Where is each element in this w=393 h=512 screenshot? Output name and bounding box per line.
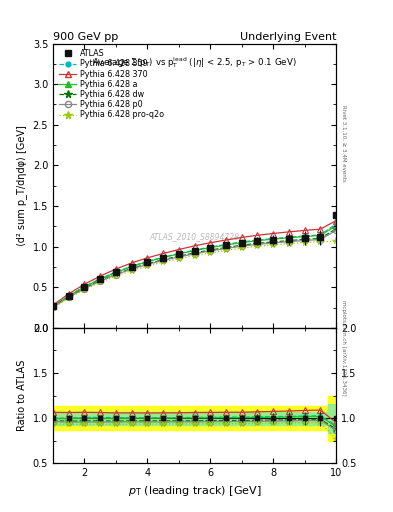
Text: Underlying Event: Underlying Event: [239, 32, 336, 42]
Text: Rivet 3.1.10, ≥ 3.4M events: Rivet 3.1.10, ≥ 3.4M events: [341, 105, 346, 182]
Text: Average $\Sigma$(p$_{\rm T}$) vs p$_{\rm T}^{\rm lead}$ (|$\eta$| < 2.5, p$_{\rm: Average $\Sigma$(p$_{\rm T}$) vs p$_{\rm…: [92, 55, 297, 70]
Y-axis label: ⟨d² sum p_T/dηdφ⟩ [GeV]: ⟨d² sum p_T/dηdφ⟩ [GeV]: [16, 125, 27, 246]
Text: mcplots.cern.ch [arXiv:1306.3436]: mcplots.cern.ch [arXiv:1306.3436]: [341, 301, 346, 396]
Text: 900 GeV pp: 900 GeV pp: [53, 32, 118, 42]
X-axis label: $p_{\rm T}$ (leading track) [GeV]: $p_{\rm T}$ (leading track) [GeV]: [128, 484, 261, 498]
Text: ATLAS_2010_S8894728: ATLAS_2010_S8894728: [149, 232, 240, 242]
Legend: ATLAS, Pythia 6.428 359, Pythia 6.428 370, Pythia 6.428 a, Pythia 6.428 dw, Pyth: ATLAS, Pythia 6.428 359, Pythia 6.428 37…: [57, 48, 165, 121]
Y-axis label: Ratio to ATLAS: Ratio to ATLAS: [17, 360, 27, 431]
